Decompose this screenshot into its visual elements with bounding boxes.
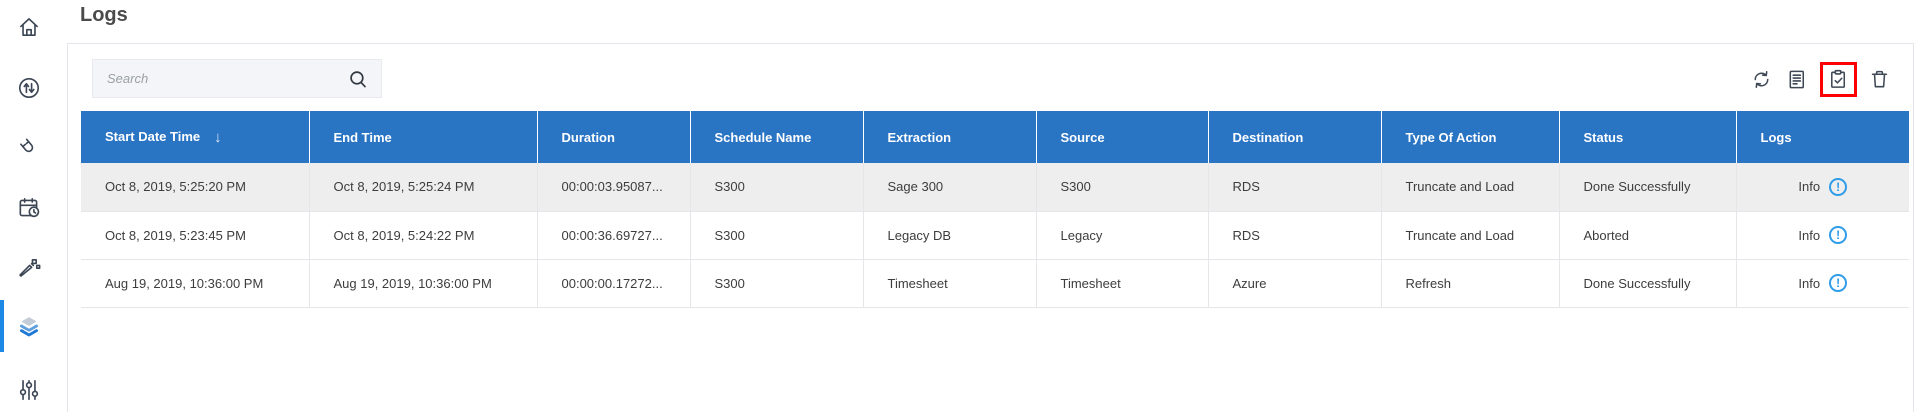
table-row[interactable]: Oct 8, 2019, 5:25:20 PM Oct 8, 2019, 5:2… — [81, 163, 1909, 212]
trash-icon — [1871, 70, 1888, 88]
schedule-icon — [19, 197, 40, 218]
cell-schedule-name: S300 — [689, 211, 863, 260]
info-link[interactable]: Info — [1798, 179, 1821, 195]
cell-source: Legacy — [1035, 211, 1208, 260]
logs-table: Start Date Time ↓ End Time Duration Sched… — [81, 111, 1909, 308]
cell-source: S300 — [1035, 163, 1208, 212]
cell-type-of-action: Truncate and Load — [1380, 163, 1559, 212]
sidebar-item-home[interactable] — [16, 14, 42, 40]
cell-logs[interactable]: Info! — [1735, 163, 1909, 212]
sidebar-item-magnet[interactable] — [16, 135, 42, 161]
grid-toolbar — [1748, 62, 1893, 97]
col-extraction[interactable]: Extraction — [862, 111, 1036, 163]
table-row[interactable]: Oct 8, 2019, 5:23:45 PM Oct 8, 2019, 5:2… — [81, 211, 1909, 260]
search-input[interactable] — [93, 60, 381, 97]
col-source[interactable]: Source — [1035, 111, 1208, 163]
layers-icon — [20, 317, 38, 337]
sidebar — [0, 0, 58, 412]
cell-start-date-time: Oct 8, 2019, 5:23:45 PM — [81, 211, 309, 260]
cell-status: Done Successfully — [1558, 259, 1736, 308]
logs-panel: Start Date Time↓ End Time Duration Sched… — [67, 43, 1914, 412]
cell-extraction: Sage 300 — [862, 163, 1036, 212]
col-start-date-time[interactable]: Start Date Time ↓ — [81, 111, 309, 163]
col-destination[interactable]: Destination — [1207, 111, 1381, 163]
transfer-icon — [18, 77, 40, 99]
cell-end-time: Oct 8, 2019, 5:24:22 PM — [308, 211, 537, 260]
info-link[interactable]: Info — [1798, 227, 1821, 243]
cell-destination: RDS — [1207, 163, 1381, 212]
cell-type-of-action: Truncate and Load — [1380, 211, 1559, 260]
sidebar-item-transfer[interactable] — [16, 75, 42, 101]
col-end-time[interactable]: End Time — [308, 111, 537, 163]
cell-start-date-time: Oct 8, 2019, 5:25:20 PM — [81, 163, 309, 212]
cell-end-time: Aug 19, 2019, 10:36:00 PM — [308, 259, 537, 308]
cell-logs[interactable]: Info! — [1735, 211, 1909, 260]
cell-status: Aborted — [1558, 211, 1736, 260]
cell-destination: RDS — [1207, 211, 1381, 260]
sliders-icon — [19, 379, 39, 401]
cell-duration: 00:00:36.69727... — [536, 211, 690, 260]
wand-icon — [19, 258, 41, 277]
table-row[interactable]: Aug 19, 2019, 10:36:00 PM Aug 19, 2019, … — [81, 259, 1909, 308]
cell-start-date-time: Aug 19, 2019, 10:36:00 PM — [81, 259, 309, 308]
cell-type-of-action: Refresh — [1380, 259, 1559, 308]
home-icon — [20, 18, 38, 36]
refresh-icon — [1754, 70, 1769, 89]
info-icon[interactable]: ! — [1829, 226, 1848, 244]
cell-source: Timesheet — [1035, 259, 1208, 308]
cell-schedule-name: S300 — [689, 163, 863, 212]
clipboard-check-icon — [1831, 69, 1846, 88]
clear-logs-button[interactable] — [1827, 68, 1850, 91]
refresh-button[interactable] — [1748, 66, 1775, 93]
magnet-icon — [20, 138, 34, 153]
cell-status: Done Successfully — [1558, 163, 1736, 212]
sidebar-item-schedule[interactable] — [16, 195, 42, 221]
col-type-of-action[interactable]: Type Of Action — [1380, 111, 1559, 163]
col-logs[interactable]: Logs — [1735, 111, 1909, 163]
cell-duration: 00:00:00.17272... — [536, 259, 690, 308]
sidebar-item-sliders[interactable] — [16, 377, 42, 403]
highlight-box — [1820, 62, 1857, 97]
cell-extraction: Timesheet — [862, 259, 1036, 308]
log-document-icon — [1789, 70, 1805, 89]
info-icon[interactable]: ! — [1829, 177, 1848, 196]
cell-schedule-name: S300 — [689, 259, 863, 308]
search-box — [92, 59, 382, 98]
sidebar-item-layers[interactable] — [16, 313, 42, 339]
cell-destination: Azure — [1207, 259, 1381, 308]
cell-duration: 00:00:03.95087... — [536, 163, 690, 212]
sort-descending-icon: ↓ — [214, 128, 222, 146]
table-header: Start Date Time ↓ End Time Duration Sched… — [81, 111, 1909, 163]
col-status[interactable]: Status — [1558, 111, 1736, 163]
cell-logs[interactable]: Info! — [1735, 259, 1909, 308]
view-log-button[interactable] — [1784, 66, 1811, 93]
info-link[interactable]: Info — [1798, 275, 1821, 291]
sidebar-item-wand[interactable] — [16, 255, 42, 281]
col-schedule-name[interactable]: Schedule Name — [689, 111, 863, 163]
col-duration[interactable]: Duration — [536, 111, 690, 163]
page-title: Logs — [80, 4, 128, 26]
active-item-indicator — [0, 300, 4, 352]
info-icon[interactable]: ! — [1829, 274, 1848, 292]
delete-button[interactable] — [1866, 66, 1893, 93]
cell-extraction: Legacy DB — [862, 211, 1036, 260]
cell-end-time: Oct 8, 2019, 5:25:24 PM — [308, 163, 537, 212]
